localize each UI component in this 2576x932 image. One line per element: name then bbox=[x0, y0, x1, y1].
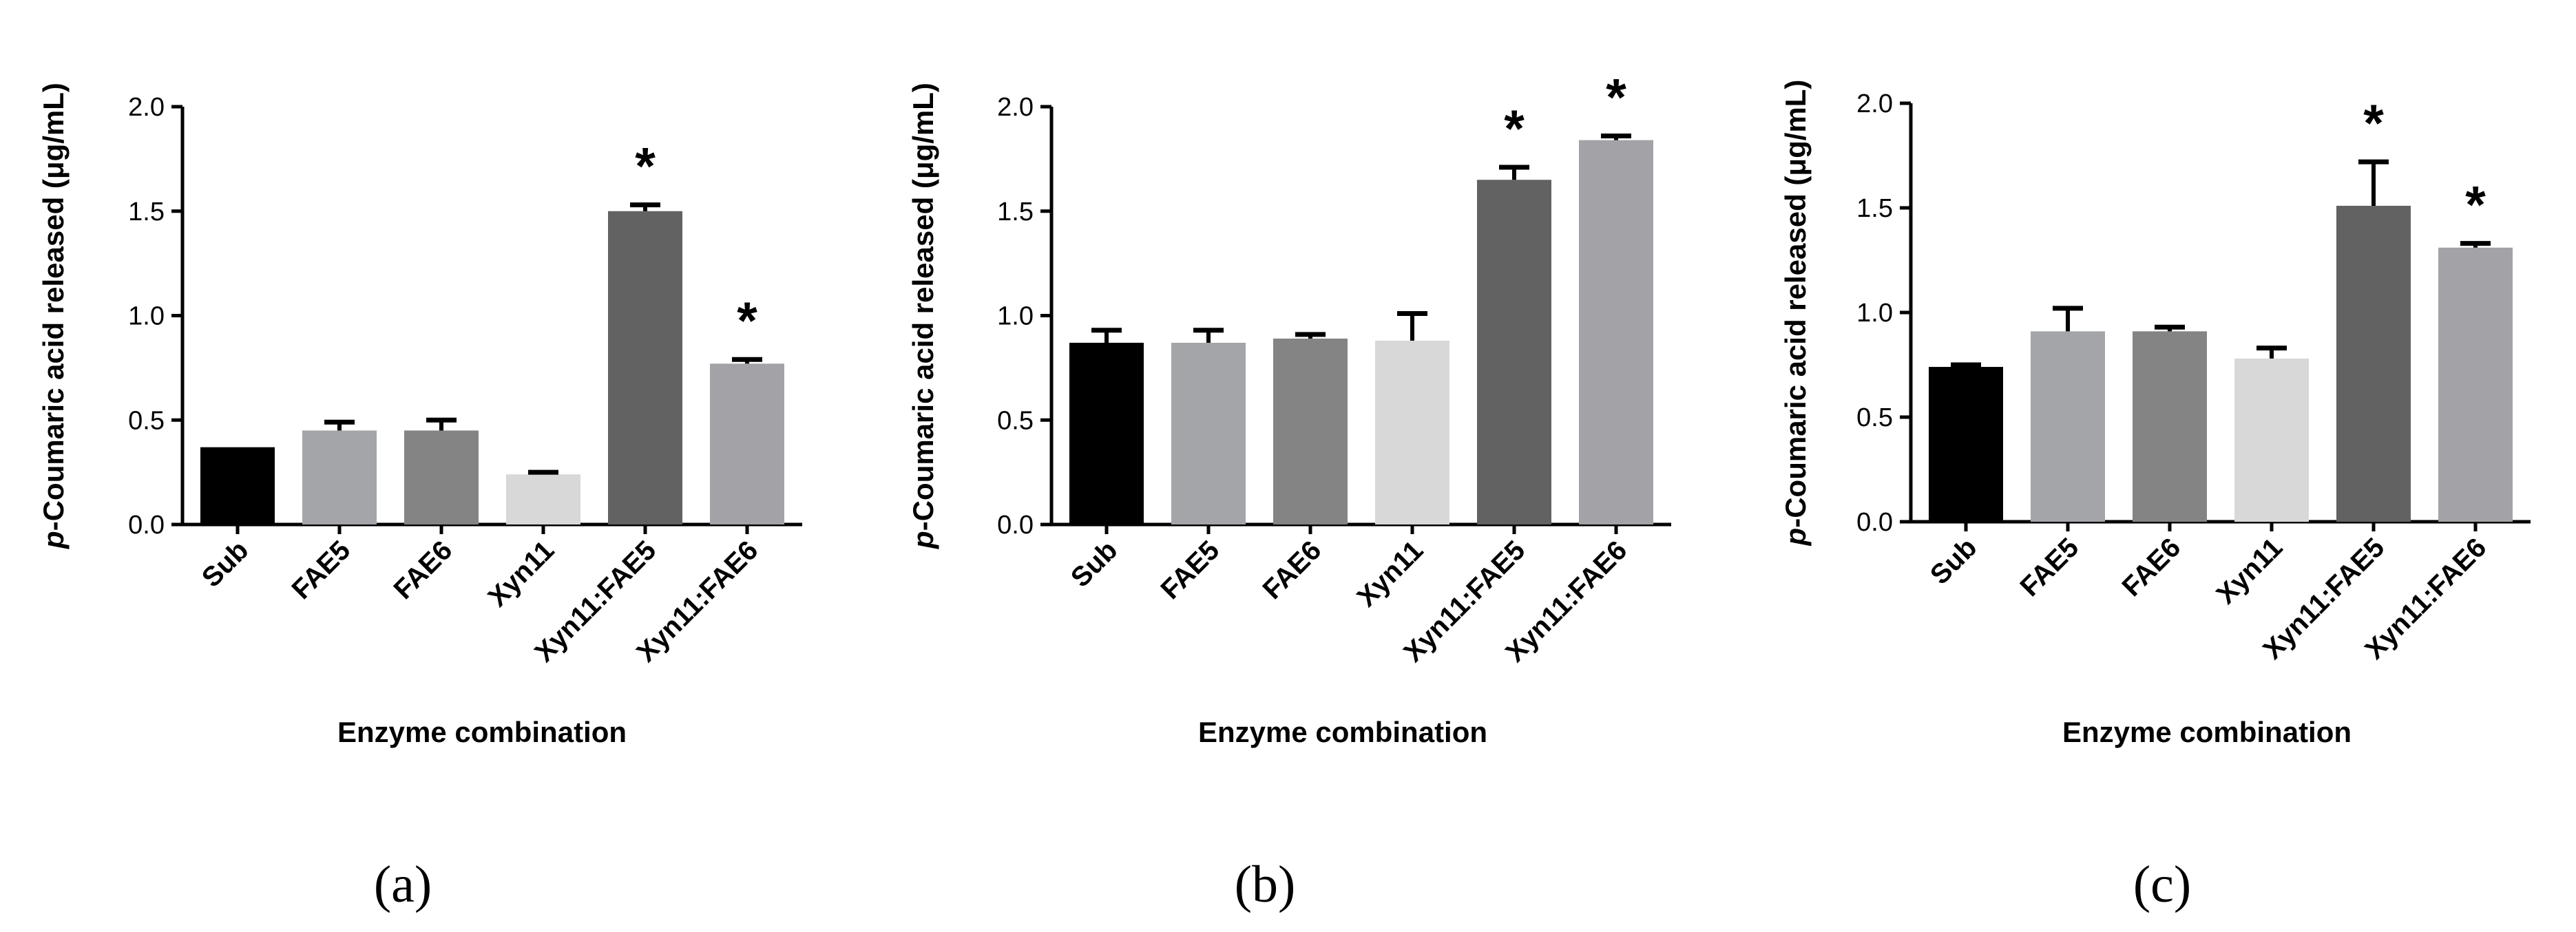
bar-FAE5 bbox=[302, 430, 377, 525]
x-tick-label: FAE6 bbox=[388, 535, 459, 605]
bar-FAE5 bbox=[1171, 342, 1246, 525]
x-tick-label: FAE6 bbox=[1257, 535, 1328, 605]
x-tick-label: Sub bbox=[196, 535, 255, 593]
x-axis-label: Enzyme combination bbox=[2062, 716, 2352, 748]
panel-label: (a) bbox=[374, 856, 432, 913]
panel-label: (c) bbox=[2133, 856, 2191, 913]
y-tick-label: 1.0 bbox=[128, 302, 165, 331]
bar-Xyn11 bbox=[506, 474, 580, 525]
significance-star: * bbox=[2363, 94, 2384, 153]
bar-Xyn11 bbox=[1375, 340, 1449, 525]
x-axis-label: Enzyme combination bbox=[1198, 716, 1487, 748]
significance-star: * bbox=[737, 292, 757, 350]
y-axis-label: p-Coumaric acid released (μg/mL) bbox=[37, 83, 70, 549]
panel-label: (b) bbox=[1235, 856, 1296, 913]
y-tick-label: 1.0 bbox=[1856, 299, 1893, 328]
bar-FAE5 bbox=[2031, 331, 2105, 522]
bar-Xyn11:FAE6 bbox=[2438, 247, 2513, 522]
x-axis-label: Enzyme combination bbox=[337, 716, 627, 748]
y-tick-label: 0.5 bbox=[128, 406, 165, 435]
significance-star: * bbox=[1606, 68, 1626, 127]
y-tick-label: 2.0 bbox=[1856, 89, 1893, 118]
significance-star: * bbox=[1504, 100, 1525, 158]
significance-star: * bbox=[635, 138, 656, 196]
y-tick-label: 2.0 bbox=[997, 93, 1034, 122]
bar-FAE6 bbox=[404, 430, 479, 525]
y-axis-label: p-Coumaric acid released (μg/mL) bbox=[1779, 80, 1812, 547]
bar-Xyn11:FAE5 bbox=[608, 211, 682, 525]
x-tick-label: FAE5 bbox=[2015, 532, 2085, 602]
x-tick-label: Sub bbox=[1925, 532, 1983, 591]
x-tick-label: Xyn11 bbox=[2210, 532, 2288, 610]
bar-Xyn11:FAE5 bbox=[1477, 180, 1551, 525]
x-tick-label: FAE5 bbox=[1155, 535, 1226, 605]
bar-Xyn11:FAE6 bbox=[1579, 140, 1653, 525]
x-tick-label: FAE5 bbox=[286, 535, 357, 605]
y-tick-label: 1.0 bbox=[997, 302, 1034, 331]
y-tick-label: 0.5 bbox=[1856, 403, 1893, 432]
bar-Sub bbox=[1069, 342, 1144, 525]
y-tick-label: 0.0 bbox=[128, 511, 165, 540]
bar-Xyn11 bbox=[2234, 358, 2309, 522]
y-tick-label: 1.5 bbox=[997, 198, 1034, 226]
y-tick-label: 2.0 bbox=[128, 93, 165, 122]
y-tick-label: 1.5 bbox=[128, 198, 165, 226]
bar-FAE6 bbox=[1273, 338, 1348, 525]
y-tick-label: 0.0 bbox=[997, 511, 1034, 540]
bar-FAE6 bbox=[2133, 331, 2207, 522]
x-tick-label: Xyn11 bbox=[1351, 535, 1429, 613]
x-tick-label: FAE6 bbox=[2117, 532, 2187, 602]
bar-Sub bbox=[200, 447, 275, 525]
bar-Sub bbox=[1929, 367, 2003, 522]
x-tick-label: Xyn11 bbox=[482, 535, 560, 613]
bar-Xyn11:FAE5 bbox=[2336, 205, 2411, 522]
x-tick-label: Sub bbox=[1065, 535, 1124, 593]
y-axis-label: p-Coumaric acid released (μg/mL) bbox=[907, 83, 939, 549]
significance-star: * bbox=[2465, 176, 2486, 235]
y-tick-label: 0.0 bbox=[1856, 508, 1893, 537]
bar-Xyn11:FAE6 bbox=[710, 363, 784, 525]
y-tick-label: 1.5 bbox=[1856, 194, 1893, 223]
y-tick-label: 0.5 bbox=[997, 406, 1034, 435]
